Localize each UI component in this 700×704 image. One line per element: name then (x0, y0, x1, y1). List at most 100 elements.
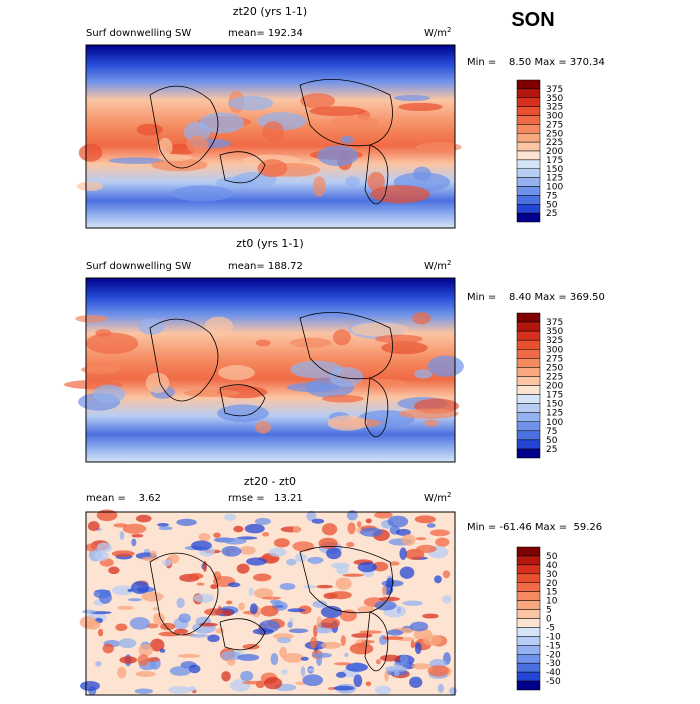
map-blob (220, 650, 241, 661)
colorbar-swatch (516, 671, 541, 682)
map-blob (189, 573, 204, 579)
map-blob (342, 573, 364, 577)
map-frame (85, 44, 456, 229)
map-blob (224, 513, 237, 521)
map-blob (398, 408, 459, 419)
map-blob (191, 540, 212, 551)
colorbar-label: -20 (546, 650, 561, 660)
colorbar-swatch (516, 448, 541, 459)
colorbar-swatch (516, 645, 541, 655)
colorbar-label: 30 (546, 570, 558, 580)
map-blob (349, 642, 374, 655)
map-blob (160, 622, 176, 631)
colorbar-swatch (516, 321, 541, 332)
colorbar-label: 40 (546, 561, 558, 571)
panel-title: zt0 (yrs 1-1) (236, 237, 303, 250)
map-blob (158, 526, 173, 531)
map-blob (393, 670, 400, 677)
map-blob (75, 314, 108, 323)
colorbar-swatch (516, 609, 541, 619)
map-blob (379, 654, 401, 662)
map-blob (357, 521, 362, 528)
colorbar-swatch (516, 573, 541, 583)
map-blob (253, 587, 274, 599)
colorbar-swatch (516, 636, 541, 646)
colorbar-swatch (516, 88, 541, 98)
map-blob (287, 608, 306, 613)
map-blob (85, 543, 97, 552)
map-blob (330, 115, 379, 129)
map-blob (401, 534, 416, 546)
map-blob (378, 596, 400, 602)
colorbar-swatch (516, 150, 541, 161)
map-blob (242, 643, 260, 650)
map-blob (415, 537, 427, 541)
colorbar-label: 150 (546, 165, 563, 175)
colorbar-label: 325 (546, 336, 563, 346)
colorbar-label: 10 (546, 597, 558, 607)
panel-units: W/m2 (424, 26, 451, 39)
map-blob (273, 538, 290, 548)
map-blob (186, 135, 209, 154)
map-blob (96, 542, 112, 553)
map-blob (230, 679, 251, 692)
map-blob (312, 176, 326, 197)
map-blob (204, 608, 225, 616)
map-blob (340, 135, 354, 144)
map-blob (111, 585, 135, 596)
map-blob (435, 537, 450, 547)
map-blob (189, 633, 209, 638)
map-blob (274, 604, 284, 609)
colorbar-swatch (516, 394, 541, 404)
map-blob (411, 663, 431, 670)
colorbar-label: 50 (546, 552, 558, 562)
map-blob (141, 556, 159, 562)
colorbar-label: 300 (546, 112, 563, 122)
map-blob (226, 600, 233, 605)
map-blob (335, 577, 352, 591)
map-blob (302, 674, 324, 687)
map-blob (386, 577, 395, 588)
map-blob (268, 547, 287, 557)
map-blob (382, 636, 404, 640)
panel-title: zt20 (yrs 1-1) (233, 5, 307, 18)
map-blob (94, 589, 111, 593)
colorbar-swatch (516, 654, 541, 664)
map-blob (321, 394, 364, 403)
colorbar-label: 175 (546, 156, 563, 166)
colorbar-label: 325 (546, 103, 563, 113)
map-blob (98, 591, 112, 604)
map-blob (281, 669, 288, 675)
map-blob (96, 509, 118, 522)
map-blob (442, 595, 452, 604)
colorbar-swatch (516, 618, 541, 628)
map-blob (376, 659, 381, 665)
map-blob (233, 525, 244, 533)
map-blob (76, 181, 104, 191)
map-blob (159, 648, 166, 653)
map-blob (353, 674, 363, 688)
map-blob (414, 369, 433, 379)
map-blob (204, 316, 234, 337)
map-blob (357, 562, 377, 573)
map-blob (273, 633, 294, 640)
colorbar-label: 200 (546, 147, 563, 157)
map-blob (193, 593, 215, 603)
colorbar-swatch (516, 421, 541, 432)
colorbar-swatch (516, 546, 541, 557)
map-blob (415, 544, 437, 553)
map-blob (286, 382, 340, 393)
map-blob (262, 532, 270, 537)
map-blob (135, 671, 156, 677)
map-blob (227, 658, 236, 666)
map-blob (198, 533, 211, 542)
colorbar-label: 25 (546, 445, 557, 455)
colorbar-label: 125 (546, 409, 563, 419)
colorbar-label: -40 (546, 668, 561, 678)
panel-units: W/m2 (424, 259, 451, 272)
map-blob (147, 657, 160, 662)
map-blob (312, 600, 328, 608)
map-blob (117, 605, 134, 610)
colorbar-swatch (516, 195, 541, 205)
